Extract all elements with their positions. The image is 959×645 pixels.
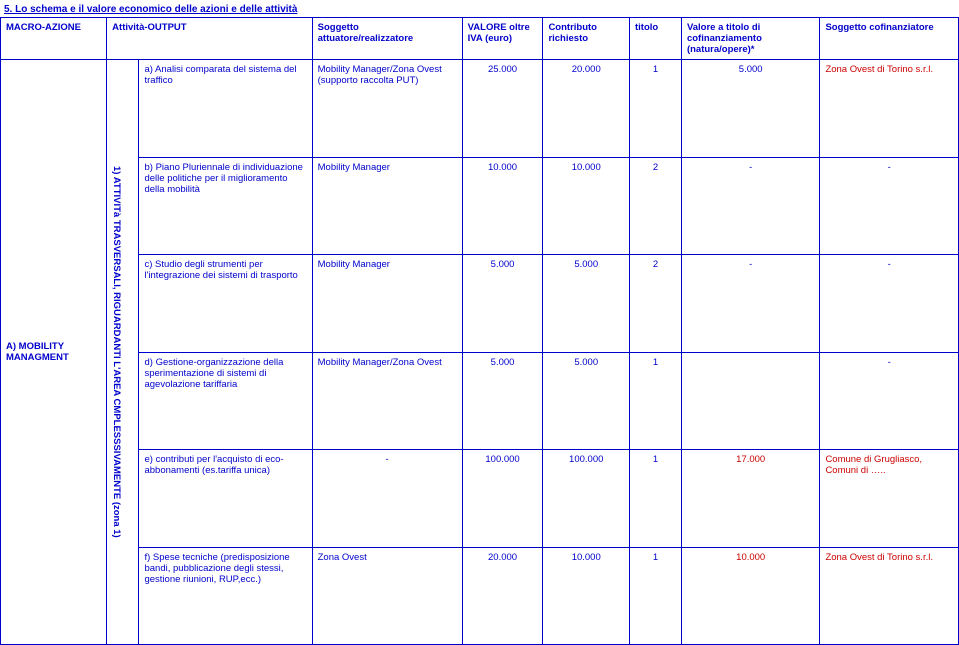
header-macro: MACRO-AZIONE xyxy=(1,18,107,60)
titolo-cell: 2 xyxy=(630,255,682,353)
cofin-subject-cell: - xyxy=(820,157,959,255)
activity-cell: d) Gestione-organizzazione della sperime… xyxy=(139,352,312,450)
table-row: c) Studio degli strumenti per l'integraz… xyxy=(1,255,959,353)
cofin-subject-cell: Zona Ovest di Torino s.r.l. xyxy=(820,60,959,158)
subject-cell: Mobility Manager/Zona Ovest (supporto ra… xyxy=(312,60,462,158)
cofin-value-cell: - xyxy=(681,255,820,353)
table-row: b) Piano Pluriennale di individuazione d… xyxy=(1,157,959,255)
table-row: e) contributi per l'acquisto di eco-abbo… xyxy=(1,450,959,548)
header-soggetto-att: Soggetto attuatore/realizzatore xyxy=(312,18,462,60)
titolo-cell: 1 xyxy=(630,450,682,548)
economic-schema-table: MACRO-AZIONE Attività-OUTPUT Soggetto at… xyxy=(0,17,959,645)
subject-cell: Zona Ovest xyxy=(312,547,462,645)
cofin-subject-cell: - xyxy=(820,352,959,450)
header-cofin: Valore a titolo di cofinanziamento (natu… xyxy=(681,18,820,60)
table-body: A) MOBILITY MANAGMENT1) ATTIVITà TRASVER… xyxy=(1,60,959,645)
cofin-value-cell: 17.000 xyxy=(681,450,820,548)
contrib-cell: 5.000 xyxy=(543,255,630,353)
cofin-subject-cell: Zona Ovest di Torino s.r.l. xyxy=(820,547,959,645)
titolo-cell: 1 xyxy=(630,60,682,158)
header-cofin-sog: Soggetto cofinanziatore xyxy=(820,18,959,60)
subject-cell: Mobility Manager xyxy=(312,157,462,255)
table-row: A) MOBILITY MANAGMENT1) ATTIVITà TRASVER… xyxy=(1,60,959,158)
cofin-value-cell xyxy=(681,352,820,450)
contrib-cell: 10.000 xyxy=(543,157,630,255)
cofin-subject-cell: Comune di Grugliasco, Comuni di ….. xyxy=(820,450,959,548)
section-title: 5. Lo schema e il valore economico delle… xyxy=(0,0,959,17)
titolo-cell: 1 xyxy=(630,352,682,450)
value-cell: 25.000 xyxy=(462,60,543,158)
header-titolo: titolo xyxy=(630,18,682,60)
value-cell: 100.000 xyxy=(462,450,543,548)
activity-cell: e) contributi per l'acquisto di eco-abbo… xyxy=(139,450,312,548)
header-attivita: Attività-OUTPUT xyxy=(107,18,312,60)
subject-cell: - xyxy=(312,450,462,548)
header-contributo: Contributo richiesto xyxy=(543,18,630,60)
activity-cell: b) Piano Pluriennale di individuazione d… xyxy=(139,157,312,255)
contrib-cell: 10.000 xyxy=(543,547,630,645)
activity-cell: c) Studio degli strumenti per l'integraz… xyxy=(139,255,312,353)
side-vertical-label-cell: 1) ATTIVITà TRASVERSALI, RIGUARDANTI L'A… xyxy=(107,60,139,645)
cofin-value-cell: 5.000 xyxy=(681,60,820,158)
subject-cell: Mobility Manager/Zona Ovest xyxy=(312,352,462,450)
table-row: d) Gestione-organizzazione della sperime… xyxy=(1,352,959,450)
value-cell: 20.000 xyxy=(462,547,543,645)
activity-cell: a) Analisi comparata del sistema del tra… xyxy=(139,60,312,158)
value-cell: 5.000 xyxy=(462,352,543,450)
subject-cell: Mobility Manager xyxy=(312,255,462,353)
cofin-subject-cell: - xyxy=(820,255,959,353)
activity-cell: f) Spese tecniche (predisposizione bandi… xyxy=(139,547,312,645)
macro-action-cell: A) MOBILITY MANAGMENT xyxy=(1,60,107,645)
side-vertical-label: 1) ATTIVITà TRASVERSALI, RIGUARDANTI L'A… xyxy=(109,62,124,642)
value-cell: 5.000 xyxy=(462,255,543,353)
contrib-cell: 100.000 xyxy=(543,450,630,548)
titolo-cell: 2 xyxy=(630,157,682,255)
value-cell: 10.000 xyxy=(462,157,543,255)
cofin-value-cell: - xyxy=(681,157,820,255)
table-row: f) Spese tecniche (predisposizione bandi… xyxy=(1,547,959,645)
header-valore: VALORE oltre IVA (euro) xyxy=(462,18,543,60)
cofin-value-cell: 10.000 xyxy=(681,547,820,645)
contrib-cell: 20.000 xyxy=(543,60,630,158)
titolo-cell: 1 xyxy=(630,547,682,645)
contrib-cell: 5.000 xyxy=(543,352,630,450)
